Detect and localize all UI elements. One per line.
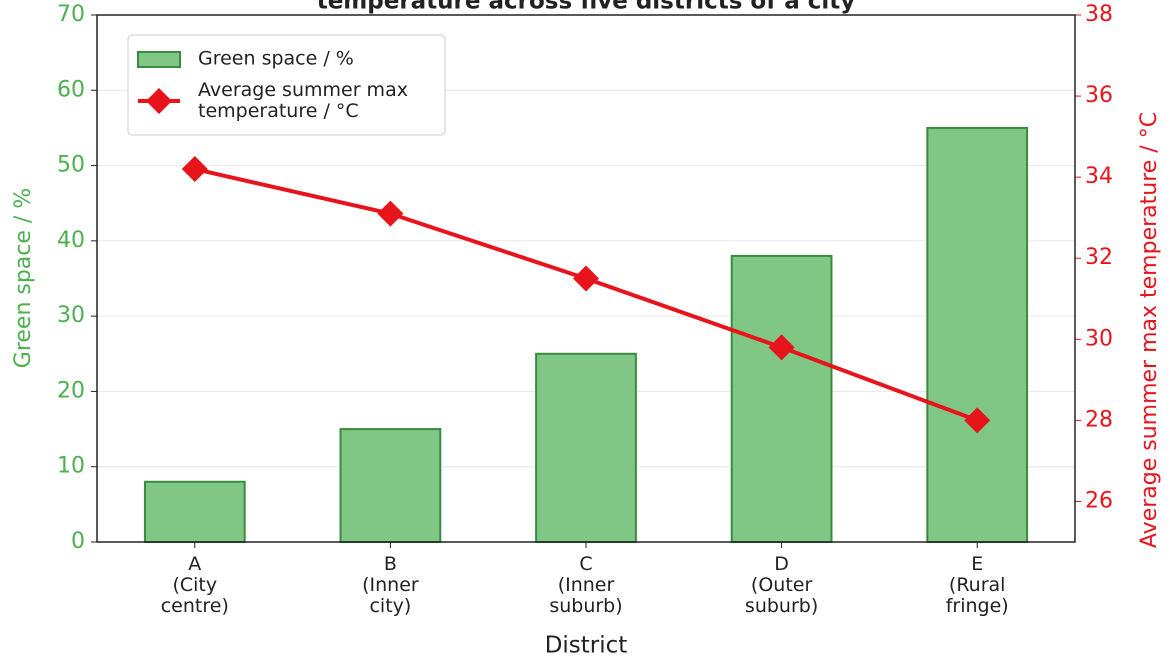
y-tick-label: 0 (71, 529, 85, 554)
x-tick-label: D (Outer suburb) (745, 553, 818, 617)
x-tick-label: B (Inner city) (362, 553, 419, 617)
legend-label: Average summer max temperature / °C (198, 79, 408, 122)
x-tick-label: E (Rural fringe) (946, 553, 1009, 617)
y-axis-label: Green space / % (11, 188, 36, 368)
legend-swatch (137, 51, 181, 68)
y2-tick-label: 36 (1085, 83, 1113, 108)
y-tick-label: 60 (57, 77, 85, 102)
y-tick-label: 70 (57, 2, 85, 27)
y-tick-label: 20 (57, 378, 85, 403)
line-marker (181, 156, 208, 183)
y2-tick-label: 34 (1085, 164, 1113, 189)
x-tick-label: C (Inner suburb) (549, 553, 622, 617)
y2-tick-label: 28 (1085, 407, 1113, 432)
x-tick-label: A (City centre) (161, 553, 229, 617)
bar (535, 352, 637, 543)
line-marker (964, 407, 991, 434)
y2-axis-label: Average summer max temperature / °C (1137, 112, 1162, 548)
y-tick-label: 10 (57, 454, 85, 479)
line-marker (573, 265, 599, 292)
y-tick-label: 30 (57, 303, 85, 328)
bar (926, 126, 1029, 544)
legend-label: Green space / % (198, 48, 354, 70)
legend-box (127, 34, 446, 136)
bar (730, 254, 833, 544)
bar (143, 480, 246, 543)
y2-tick-label: 38 (1085, 2, 1113, 27)
line-marker (768, 334, 795, 361)
legend-marker (146, 88, 172, 114)
x-axis-label: District (545, 633, 628, 659)
plot-frame (96, 14, 1076, 543)
y2-tick-label: 26 (1085, 488, 1113, 513)
y-tick-label: 50 (57, 153, 85, 178)
bar (339, 428, 442, 544)
chart-title: temperature across five districts of a c… (317, 0, 856, 15)
y-tick-label: 40 (57, 228, 85, 253)
y2-tick-label: 30 (1085, 326, 1113, 351)
line-marker (377, 200, 404, 227)
y2-tick-label: 32 (1085, 245, 1113, 270)
